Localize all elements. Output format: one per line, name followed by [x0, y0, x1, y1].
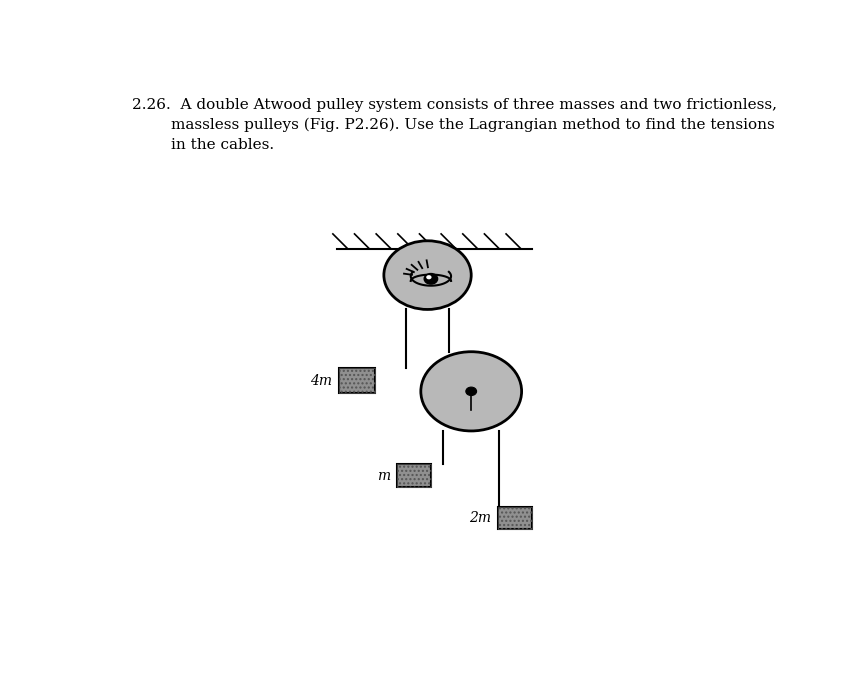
Circle shape — [420, 352, 522, 431]
FancyBboxPatch shape — [397, 464, 431, 487]
Text: 2.26.  A double Atwood pulley system consists of three masses and two frictionle: 2.26. A double Atwood pulley system cons… — [132, 98, 777, 152]
Circle shape — [427, 275, 432, 279]
Circle shape — [466, 387, 477, 396]
FancyBboxPatch shape — [498, 507, 531, 530]
FancyBboxPatch shape — [338, 368, 375, 394]
Text: m: m — [377, 469, 390, 483]
Circle shape — [384, 241, 472, 309]
Text: 4m: 4m — [310, 374, 332, 388]
Text: 2m: 2m — [469, 511, 492, 525]
Circle shape — [424, 274, 438, 284]
